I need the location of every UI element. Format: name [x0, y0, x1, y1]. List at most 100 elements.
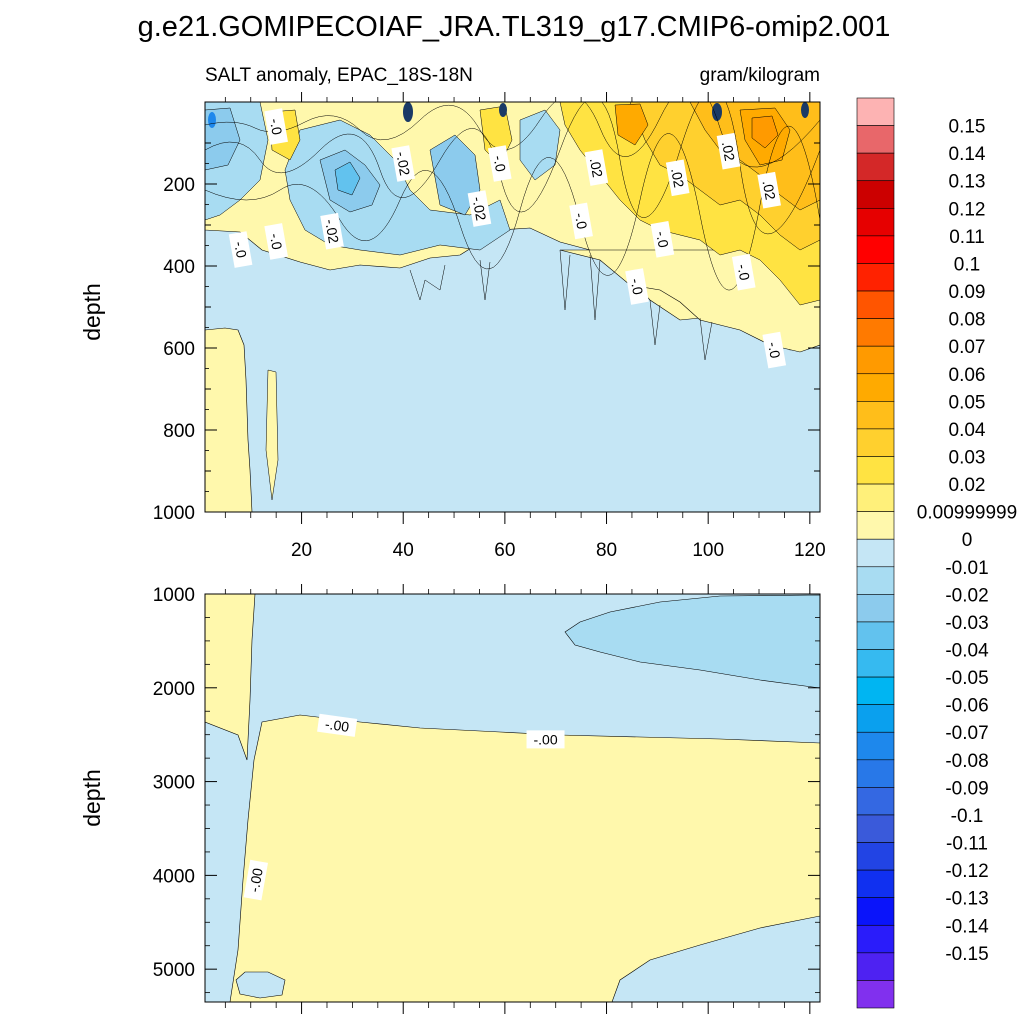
upper-contour-label: -.0 — [625, 268, 649, 305]
upper-contour-label: .02 — [757, 171, 781, 209]
upper-ytick-label: 600 — [163, 339, 195, 360]
colorbar-label: -0.04 — [945, 641, 989, 662]
colorbar-label: 0.15 — [949, 117, 986, 138]
colorbar-swatch — [856, 180, 895, 209]
colorbar-label: 0.14 — [949, 144, 986, 165]
upper-positive-hotspot-6 — [751, 115, 779, 149]
colorbar-label: -0.01 — [945, 558, 988, 579]
figure-title: g.e21.GOMIPECOIAF_JRA.TL319_g17.CMIP6-om… — [138, 11, 891, 43]
upper-negative-pocket-4 — [429, 134, 481, 216]
upper-contour-label-bg — [716, 132, 741, 170]
upper-contour-label-bg — [228, 231, 253, 268]
colorbar-label: 0.08 — [949, 310, 986, 331]
upper-contour-label: -.0 — [264, 108, 288, 145]
upper-ytick-label: 400 — [163, 257, 195, 278]
subtitle-right: gram/kilogram — [700, 65, 820, 86]
upper-contour-label: -.0 — [264, 223, 288, 260]
colorbar-swatch — [856, 787, 895, 816]
upper-contour-label-bg — [762, 331, 787, 369]
upper-contour-label-bg — [391, 145, 416, 182]
colorbar-label: 0.07 — [949, 337, 986, 358]
upper-ytick-label: 800 — [163, 421, 195, 442]
lower-contour-label-text: -.00 — [246, 867, 266, 894]
upper-contour-label-bg — [757, 171, 781, 209]
upper-contour-label-text: -.0 — [572, 211, 591, 230]
upper-dark-spot-3 — [801, 102, 809, 118]
lower-ytick-label: 3000 — [153, 773, 195, 794]
lower-contour-labels: -.00 -.00 -.00 — [243, 713, 565, 901]
upper-contour-label-text: .02 — [668, 167, 687, 189]
colorbar-label: -0.05 — [945, 668, 988, 689]
colorbar-swatch — [856, 345, 895, 375]
upper-contour-label-bg — [650, 221, 675, 258]
upper-contour-line-4 — [409, 249, 713, 361]
upper-contour-label-bg — [665, 159, 690, 197]
upper-xtick-label: 80 — [596, 540, 617, 561]
colorbar-swatch — [856, 235, 895, 264]
colorbar-label: -0.06 — [945, 696, 988, 717]
colorbar-label: 0.04 — [949, 420, 986, 441]
colorbar-label: -0.13 — [945, 889, 988, 910]
colorbar-swatch — [856, 649, 895, 678]
upper-contour-line-3 — [205, 102, 820, 168]
colorbar-label: 0.05 — [949, 392, 986, 413]
colorbar-swatch — [856, 263, 895, 292]
upper-xtick-label: 60 — [494, 540, 515, 561]
upper-contour-label-text: -.02 — [469, 195, 489, 222]
lower-main-positive-region — [229, 714, 820, 1002]
upper-contour-label: .02 — [665, 159, 690, 197]
colorbar-label: -0.11 — [946, 834, 988, 855]
colorbar-swatch — [856, 621, 895, 650]
upper-contour-label-text: -.0 — [267, 117, 286, 136]
upper-xtick-label: 100 — [692, 540, 724, 561]
colorbar: 0.15 0.14 0.13 0.12 0.11 0.1 0.09 0.08 0.07 0.06 0… — [856, 97, 1017, 1009]
upper-contour-label-text: -.0 — [628, 277, 647, 296]
colorbar-label: 0.1 — [954, 254, 980, 275]
upper-dark-spot-5 — [208, 112, 216, 128]
upper-negative-pocket-7 — [519, 109, 561, 181]
upper-contour-label-text: -.02 — [393, 150, 413, 177]
upper-contour-labels: -.0-.02 -.0.02.02.02.02-.02-.02-.0-.0-.0-… — [228, 108, 787, 369]
colorbar-swatch — [856, 676, 895, 705]
upper-contour-label-bg — [487, 145, 512, 182]
upper-axis-ticks: 200 400 600 800 1000 20 40 60 80 100 120 — [153, 92, 826, 561]
colorbar-label: -0.14 — [945, 916, 989, 937]
colorbar-swatch — [856, 814, 895, 843]
upper-contour-label-bg — [625, 268, 649, 305]
lower-contour-label: -.00 — [243, 859, 268, 901]
upper-deep-streak — [265, 369, 279, 501]
upper-contour-label: .02 — [584, 149, 609, 186]
upper-contour-label-bg — [569, 202, 593, 240]
lower-contour-label-text: -.00 — [533, 731, 557, 747]
upper-xtick-label: 40 — [393, 540, 414, 561]
colorbar-swatch — [856, 759, 895, 788]
lower-ytick-label: 2000 — [153, 679, 195, 700]
colorbar-label: 0.09 — [949, 282, 986, 303]
colorbar-swatch — [856, 483, 895, 512]
upper-dark-spot-2 — [712, 103, 722, 121]
upper-contour-label-text: -.02 — [322, 218, 342, 245]
upper-negative-pocket-5 — [334, 161, 361, 196]
upper-contour-label: -.02 — [391, 145, 416, 182]
upper-contour-label-text: -.0 — [231, 240, 250, 259]
colorbar-label: 0.11 — [949, 227, 985, 248]
colorbar-label: -0.03 — [945, 613, 988, 634]
upper-contour-label-text: .02 — [719, 140, 738, 162]
upper-y-axis-label: depth — [79, 283, 105, 341]
colorbar-label: -0.12 — [945, 861, 988, 882]
upper-contour-label-text: -.0 — [765, 341, 784, 360]
lower-axis-ticks: 1000 2000 3000 4000 5000 — [153, 584, 820, 1014]
lower-ytick-label: 5000 — [153, 960, 195, 981]
colorbar-label: 0.06 — [949, 365, 986, 386]
lower-panel-frame — [204, 593, 821, 1003]
colorbar-swatch — [856, 318, 895, 347]
upper-contour-label: -.02 — [467, 190, 492, 227]
colorbar-label: -0.15 — [945, 944, 988, 965]
upper-contour-label-text: .02 — [760, 179, 779, 201]
colorbar-swatch — [856, 511, 895, 540]
upper-xtick-label: 20 — [291, 540, 312, 561]
lower-y-axis-label: depth — [79, 769, 105, 827]
lower-contour-label-bg — [243, 859, 268, 901]
colorbar-swatch — [856, 869, 895, 898]
